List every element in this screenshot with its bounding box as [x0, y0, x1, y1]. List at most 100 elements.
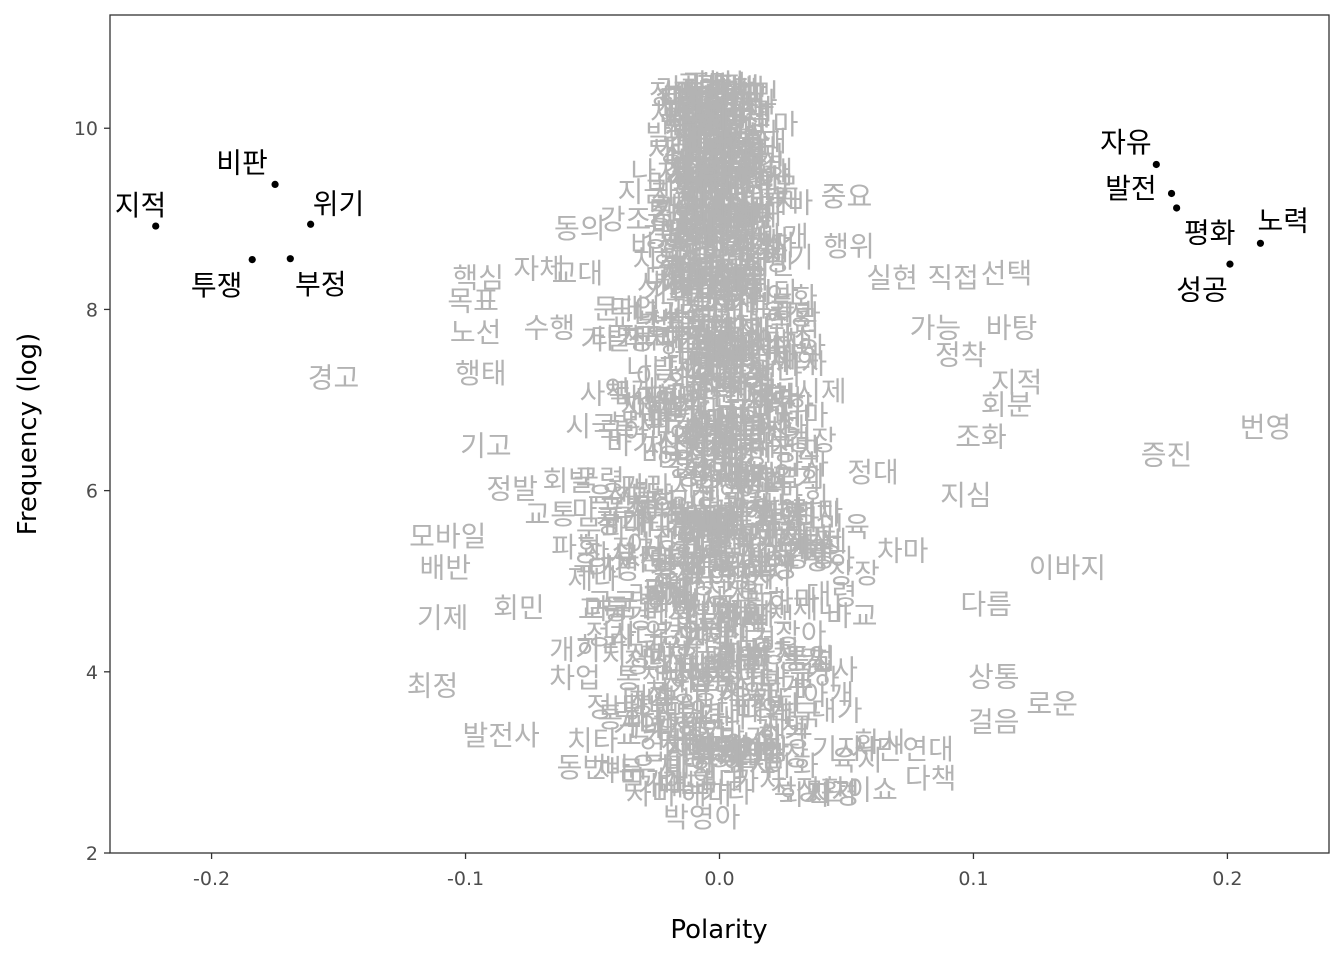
- background-word: 정책: [693, 106, 745, 139]
- background-word: 개파: [691, 345, 743, 378]
- background-word: 정타: [643, 307, 695, 340]
- background-word: 책치: [621, 323, 673, 356]
- background-word: 나가: [741, 695, 793, 728]
- background-word: 발문: [663, 304, 715, 337]
- background-word-label: 지심: [940, 479, 992, 512]
- background-word: 차라: [685, 374, 737, 407]
- background-word: 대타: [681, 532, 733, 565]
- background-word: 정다: [675, 206, 727, 239]
- background-word: 대령: [806, 578, 858, 611]
- background-word: 회발: [669, 596, 721, 629]
- background-word: 시차: [667, 96, 719, 129]
- background-word-label: 중요: [821, 180, 873, 213]
- background-word: 가파: [630, 509, 682, 542]
- background-word: 업자: [723, 199, 775, 232]
- highlight-label: 평화: [1184, 216, 1236, 249]
- background-word: 민정: [664, 214, 716, 247]
- background-word: 대나: [687, 508, 739, 541]
- background-word-label: 정착: [935, 339, 987, 372]
- background-word: 정업: [718, 274, 770, 307]
- background-word: 자교: [717, 599, 769, 632]
- background-word: 경바: [642, 220, 694, 253]
- background-word: 개사: [664, 205, 716, 238]
- background-word: 대경: [725, 623, 777, 656]
- background-word: 문타: [696, 76, 748, 109]
- background-word: 마파: [635, 382, 687, 415]
- background-word: 경경: [732, 234, 784, 267]
- background-word: 통책: [616, 662, 668, 695]
- background-word: 사치: [731, 233, 783, 266]
- background-word: 업다: [737, 481, 789, 514]
- background-word: 발차: [740, 421, 792, 454]
- background-word: 나라: [680, 543, 732, 576]
- background-word: 령치: [694, 408, 746, 441]
- background-word: 화령: [661, 234, 713, 267]
- background-word-label: 직장: [770, 774, 822, 807]
- background-word: 개책: [692, 215, 744, 248]
- background-word: 시기: [673, 351, 725, 384]
- background-word: 정제: [796, 525, 848, 558]
- background-word: 제나: [567, 562, 619, 595]
- background-word: 시제: [795, 375, 847, 408]
- background-word: 화사: [652, 682, 704, 715]
- background-word: 자다: [767, 346, 819, 379]
- background-word: 가카: [721, 642, 773, 675]
- background-word: 차사: [670, 155, 722, 188]
- background-word: 사정: [706, 435, 758, 468]
- background-word: 업지: [728, 166, 780, 199]
- background-word: 정바: [586, 690, 638, 723]
- background-word: 육장: [707, 147, 759, 180]
- background-word: 정나: [750, 690, 802, 723]
- x-tick-label: 0.0: [704, 868, 734, 890]
- background-word: 화통: [686, 112, 738, 145]
- background-word: 제기: [682, 144, 734, 177]
- background-word: 하국: [681, 184, 733, 217]
- highlight-point: [152, 222, 160, 230]
- background-word: 교역: [667, 223, 719, 256]
- background-word: 기경: [601, 602, 653, 635]
- background-word: 아차: [757, 324, 809, 357]
- background-word: 교나: [726, 86, 778, 119]
- background-word: 개령: [714, 166, 766, 199]
- background-word: 제나: [792, 592, 844, 625]
- background-word: 경제: [650, 555, 702, 588]
- background-word: 치가: [707, 224, 759, 257]
- background-word: 장지: [739, 539, 791, 572]
- background-word: 카제: [643, 574, 695, 607]
- background-word: 국개: [756, 669, 808, 702]
- background-word: 자마: [626, 778, 678, 811]
- background-word: 라화: [763, 389, 815, 422]
- background-word: 차시: [666, 730, 718, 763]
- background-word-label: 지금: [618, 176, 670, 209]
- background-word: 제사: [707, 197, 759, 230]
- background-word: 하다: [717, 503, 769, 536]
- background-word: 통화: [647, 198, 699, 231]
- background-word: 사교: [648, 134, 700, 167]
- background-word: 책다: [679, 84, 731, 117]
- background-word: 바제: [651, 388, 703, 421]
- highlight-point: [1173, 204, 1181, 212]
- background-word: 제발: [607, 474, 659, 507]
- background-word: 민다: [768, 504, 820, 537]
- background-word: 책대: [684, 358, 736, 391]
- background-word-label: 강조: [600, 203, 652, 236]
- background-word: 장령: [679, 739, 731, 772]
- background-word: 아시: [636, 360, 688, 393]
- background-word: 기다: [755, 524, 807, 557]
- background-word: 라파: [623, 406, 675, 439]
- background-word: 사발: [703, 328, 755, 361]
- background-word: 령타: [732, 184, 784, 217]
- background-word: 정민: [743, 249, 795, 282]
- background-word: 령마: [792, 495, 844, 528]
- background-word: 라마: [683, 68, 735, 101]
- background-word: 지대: [694, 444, 746, 477]
- background-word: 치라: [778, 522, 830, 555]
- background-word: 사대: [623, 544, 675, 577]
- background-word: 민제: [678, 621, 730, 654]
- background-word: 책대: [718, 528, 770, 561]
- background-word: 사문: [745, 386, 797, 419]
- background-word: 파바: [697, 165, 749, 198]
- background-word: 교정: [746, 551, 798, 584]
- background-word: 파통: [684, 734, 736, 767]
- background-word: 파지: [696, 511, 748, 544]
